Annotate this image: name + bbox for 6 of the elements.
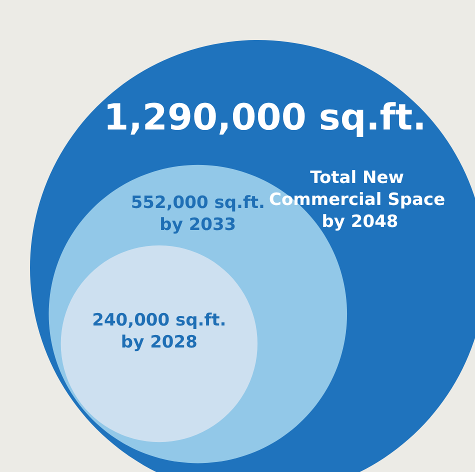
data-label: 552,000 sq.ft. bbox=[130, 193, 265, 214]
category-label: Total New Commercial Space by 2048 bbox=[268, 168, 452, 232]
data-label: 1,290,000 sq.ft. bbox=[104, 98, 426, 138]
category-label: by 2033 bbox=[160, 215, 236, 236]
category-label: by 2028 bbox=[120, 332, 198, 353]
data-label: 240,000 sq.ft. bbox=[92, 310, 226, 331]
